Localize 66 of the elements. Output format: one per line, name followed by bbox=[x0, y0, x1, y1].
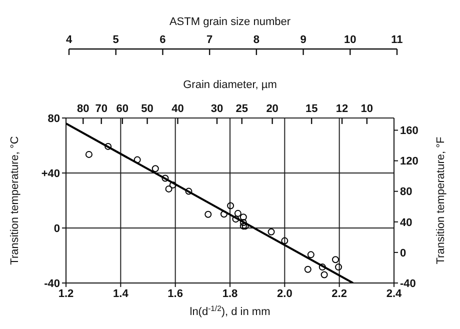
x2-tick-label: 80 bbox=[77, 103, 90, 115]
point bbox=[281, 237, 288, 244]
text: ASTM grain size number bbox=[169, 16, 291, 28]
point bbox=[268, 228, 275, 236]
y2-tick-label: 160 bbox=[400, 125, 418, 138]
point bbox=[169, 181, 176, 188]
point bbox=[318, 264, 326, 271]
text: 6 bbox=[160, 34, 166, 46]
y2-tick-label: 120 bbox=[400, 156, 418, 168]
y-axis-title: Transition temperature, °C bbox=[9, 136, 21, 265]
y-tick-label: 0 bbox=[54, 222, 60, 235]
point bbox=[240, 214, 247, 221]
x2-tick-label: 60 bbox=[116, 103, 129, 115]
x2-axis-title: Grain diameter, µm bbox=[183, 79, 277, 91]
x-tick-label: 1.4 bbox=[113, 288, 130, 300]
text: 7 bbox=[206, 34, 213, 46]
text: 5 bbox=[112, 34, 119, 46]
point bbox=[242, 222, 249, 230]
x2-tick-label: 12 bbox=[336, 103, 348, 115]
point bbox=[320, 271, 328, 278]
y-tick-label: 80 bbox=[48, 112, 60, 125]
text: 10 bbox=[344, 34, 356, 46]
text: 11 bbox=[391, 34, 403, 46]
point bbox=[335, 264, 342, 271]
y2-tick-label: 40 bbox=[400, 216, 412, 229]
y2-tick-label: 80 bbox=[400, 186, 412, 198]
point bbox=[234, 210, 242, 217]
text: 4 bbox=[66, 34, 73, 46]
point bbox=[332, 256, 340, 264]
x2-tick-label: 30 bbox=[210, 103, 224, 115]
x2-tick-label: 50 bbox=[141, 103, 154, 115]
x-tick-label: 1.8 bbox=[222, 288, 238, 300]
text: 9 bbox=[300, 34, 306, 46]
x2-tick-label: 70 bbox=[95, 103, 108, 115]
x-tick-label: 2.2 bbox=[332, 288, 347, 300]
x-tick-label: 2.4 bbox=[386, 288, 403, 300]
x-axis-title: ln(d$^{-1/2}$), d in mm bbox=[190, 304, 270, 318]
point bbox=[165, 185, 172, 192]
point bbox=[227, 202, 234, 210]
y2-tick-label: 0 bbox=[400, 247, 406, 260]
point bbox=[204, 210, 212, 218]
x2-tick-label: 15 bbox=[305, 103, 318, 115]
y2-axis-title: Transition temperature, °F bbox=[435, 136, 447, 264]
x2-tick-label: 10 bbox=[360, 103, 374, 115]
point bbox=[152, 165, 159, 172]
point bbox=[307, 251, 314, 258]
x2-tick-label: 25 bbox=[236, 103, 248, 115]
point bbox=[85, 150, 92, 158]
point bbox=[304, 266, 312, 273]
text: 8 bbox=[253, 34, 260, 46]
point bbox=[240, 222, 247, 230]
point bbox=[240, 219, 247, 226]
point bbox=[220, 210, 228, 218]
y-tick-label: +40 bbox=[41, 168, 60, 180]
point bbox=[185, 188, 192, 195]
point bbox=[134, 156, 141, 164]
point bbox=[232, 216, 240, 223]
x2-tick-label: 40 bbox=[172, 103, 184, 115]
y-tick-label: -40 bbox=[44, 278, 60, 290]
x-tick-label: 1.2 bbox=[58, 288, 74, 300]
x2-tick-label: 20 bbox=[266, 103, 278, 115]
point bbox=[104, 142, 112, 150]
x-tick-label: 2.0 bbox=[277, 288, 292, 300]
x-tick-label: 1.6 bbox=[168, 288, 183, 300]
point bbox=[162, 174, 169, 182]
y2-tick-label: -40 bbox=[400, 278, 416, 290]
